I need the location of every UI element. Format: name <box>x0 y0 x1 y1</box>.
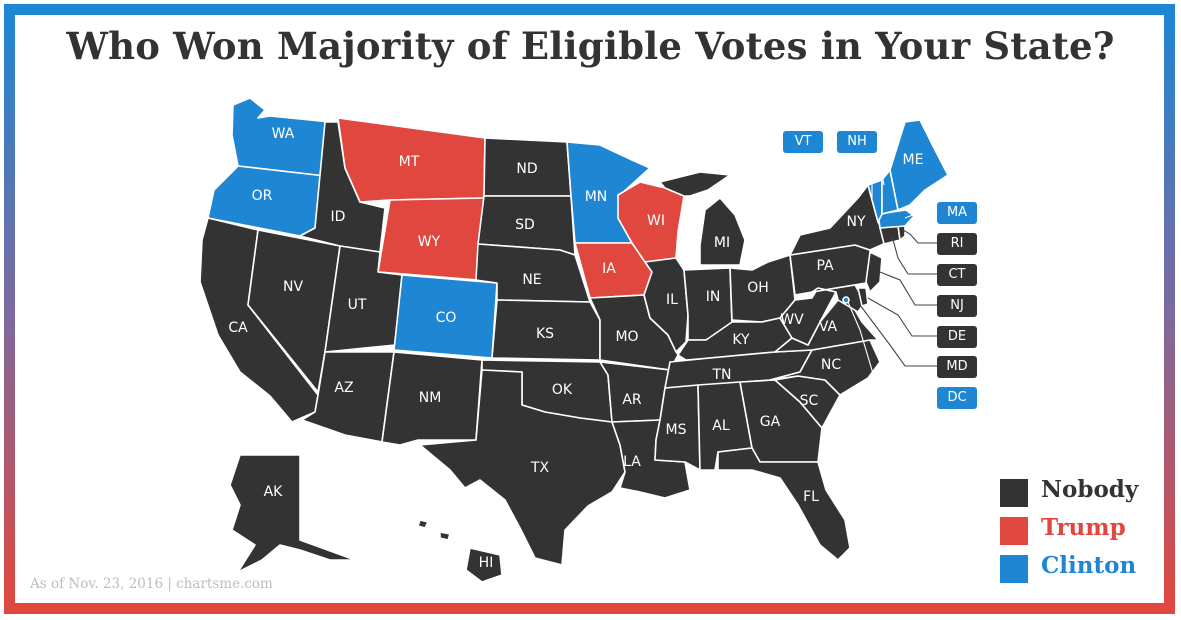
label-az: AZ <box>334 380 353 396</box>
tag-ma[interactable]: MA <box>937 202 977 224</box>
tag-ct[interactable]: CT <box>937 264 977 286</box>
label-ok: OK <box>552 382 573 398</box>
state-il[interactable] <box>643 257 689 353</box>
label-ny: NY <box>846 214 865 230</box>
state-nc[interactable] <box>769 339 881 396</box>
label-la: LA <box>623 454 641 470</box>
state-me[interactable] <box>889 119 949 211</box>
tag-vt[interactable]: VT <box>783 131 823 153</box>
state-ak[interactable] <box>229 454 356 573</box>
label-oh: OH <box>747 280 769 296</box>
state-md[interactable] <box>811 284 866 313</box>
label-in: IN <box>706 289 721 305</box>
label-sd: SD <box>515 217 535 233</box>
label-sc: SC <box>800 393 819 409</box>
state-hi[interactable] <box>417 519 503 583</box>
label-ak: AK <box>264 484 284 500</box>
source-credit: As of Nov. 23, 2016 | chartsme.com <box>30 576 273 592</box>
state-nj[interactable] <box>865 251 883 293</box>
label-al: AL <box>712 418 730 434</box>
label-ar: AR <box>622 392 642 408</box>
label-nc: NC <box>821 357 841 373</box>
label-hi: HI <box>479 555 494 571</box>
state-ma[interactable] <box>877 209 915 229</box>
tag-nh[interactable]: NH <box>837 131 877 153</box>
label-va: VA <box>819 319 838 335</box>
label-nm: NM <box>419 390 442 406</box>
label-nd: ND <box>516 161 537 177</box>
label-pa: PA <box>816 258 834 274</box>
label-ky: KY <box>732 332 750 348</box>
state-tx[interactable] <box>419 369 626 566</box>
label-or: OR <box>252 188 273 204</box>
label-ms: MS <box>666 422 687 438</box>
state-ct[interactable] <box>879 225 901 245</box>
label-ia: IA <box>602 261 616 277</box>
state-fl[interactable] <box>717 447 851 561</box>
label-ga: GA <box>760 414 781 430</box>
label-mo: MO <box>615 329 638 345</box>
page-title: Who Won Majority of Eligible Votes in Yo… <box>66 24 1115 68</box>
legend-swatch-trump <box>1000 517 1028 545</box>
label-il: IL <box>666 292 678 308</box>
tag-nj[interactable]: NJ <box>937 295 977 317</box>
label-ca: CA <box>228 320 248 336</box>
tag-dc[interactable]: DC <box>937 387 977 409</box>
label-mt: MT <box>399 154 420 170</box>
legend-label-clinton: Clinton <box>1041 552 1137 579</box>
label-tn: TN <box>711 367 731 383</box>
tag-ri[interactable]: RI <box>937 233 977 255</box>
label-id: ID <box>331 209 346 225</box>
label-wa: WA <box>272 126 295 142</box>
label-ut: UT <box>348 297 367 313</box>
label-wi: WI <box>647 213 665 229</box>
label-co: CO <box>436 310 457 326</box>
label-tx: TX <box>530 460 550 476</box>
tag-md[interactable]: MD <box>937 356 977 378</box>
label-wv: WV <box>780 312 804 328</box>
state-dc[interactable] <box>842 296 850 304</box>
state-ri[interactable] <box>897 225 906 241</box>
legend-label-nobody: Nobody <box>1041 476 1139 503</box>
state-mi[interactable] <box>659 171 746 266</box>
label-ne: NE <box>522 272 541 288</box>
label-ks: KS <box>536 326 554 342</box>
legend-swatch-nobody <box>1000 479 1028 507</box>
label-mn: MN <box>585 189 608 205</box>
label-nv: NV <box>283 279 303 295</box>
state-de[interactable] <box>857 287 869 307</box>
callout-leader-lines <box>805 152 937 398</box>
legend-label-trump: Trump <box>1041 514 1126 541</box>
state-wi[interactable] <box>617 181 685 263</box>
label-wy: WY <box>418 234 441 250</box>
state-labels: WA OR CA NV ID MT WY UT CO AZ NM ND SD N… <box>228 126 923 571</box>
label-mi: MI <box>714 235 730 251</box>
tag-de[interactable]: DE <box>937 326 977 348</box>
label-me: ME <box>903 152 924 168</box>
legend-swatch-clinton <box>1000 555 1028 583</box>
label-fl: FL <box>803 489 819 505</box>
state-wa[interactable] <box>231 97 331 177</box>
